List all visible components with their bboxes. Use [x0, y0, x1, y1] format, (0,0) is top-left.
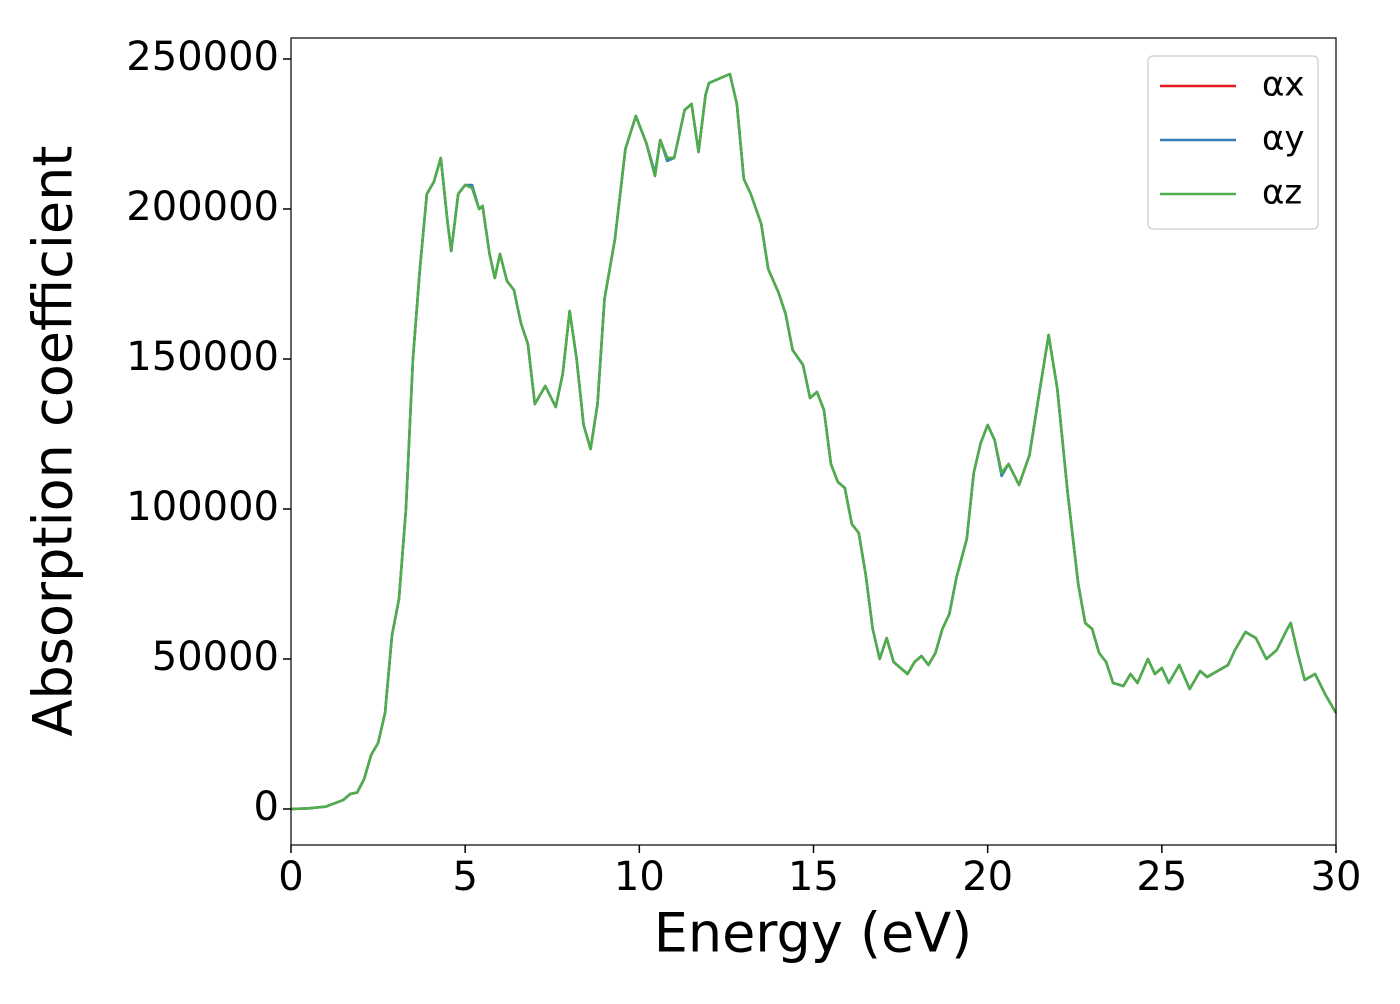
legend-label: αz	[1262, 173, 1302, 213]
series-line	[290, 72, 1338, 811]
y-tick-label: 100000	[126, 484, 279, 530]
y-tick-label: 150000	[126, 334, 279, 380]
x-tick-label: 20	[962, 854, 1013, 900]
y-tick-label: 200000	[126, 184, 279, 230]
legend-label: αx	[1262, 65, 1305, 105]
x-tick-label: 25	[1136, 854, 1187, 900]
x-axis-label: Energy (eV)	[654, 902, 973, 965]
y-axis-label: Absorption coefficient	[22, 146, 85, 737]
legend-box	[1147, 55, 1319, 230]
x-tick-label: 10	[614, 854, 665, 900]
y-tick-label: 0	[254, 784, 279, 830]
x-tick-label: 5	[452, 854, 477, 900]
x-tick-label: 15	[788, 854, 839, 900]
legend-label: αy	[1262, 119, 1305, 159]
x-tick-label: 30	[1311, 854, 1362, 900]
y-tick-label: 50000	[152, 634, 279, 680]
x-tick-label: 0	[278, 854, 303, 900]
y-tick-label: 250000	[126, 34, 279, 80]
plot-frame	[290, 37, 1337, 846]
